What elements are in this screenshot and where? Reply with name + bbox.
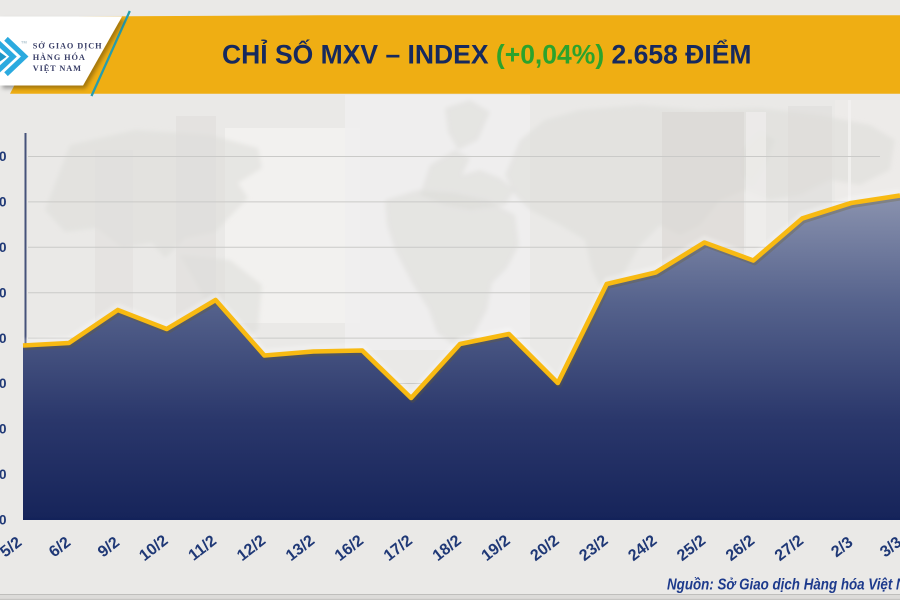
svg-text:0: 0 (0, 467, 7, 482)
svg-text:Nguồn: Sở Giao dịch Hàng hóa V: Nguồn: Sở Giao dịch Hàng hóa Việt Nam (667, 576, 900, 593)
svg-text:CHỈ SỐ MXV – INDEX (+0,04%) 2.: CHỈ SỐ MXV – INDEX (+0,04%) 2.658 ĐIỂM (222, 40, 751, 70)
svg-text:0: 0 (0, 422, 7, 437)
svg-text:0: 0 (0, 512, 7, 527)
svg-text:0: 0 (0, 149, 7, 164)
svg-text:0: 0 (0, 240, 7, 255)
svg-text:SỞ GIAO DỊCH: SỞ GIAO DỊCH (33, 41, 103, 51)
svg-text:VIỆT NAM: VIỆT NAM (33, 64, 82, 73)
svg-text:0: 0 (0, 331, 7, 346)
svg-text:0: 0 (0, 195, 7, 210)
svg-text:0: 0 (0, 376, 7, 391)
svg-text:HÀNG HÓA: HÀNG HÓA (33, 52, 86, 62)
svg-text:0: 0 (0, 285, 7, 300)
svg-text:TM: TM (21, 40, 28, 45)
